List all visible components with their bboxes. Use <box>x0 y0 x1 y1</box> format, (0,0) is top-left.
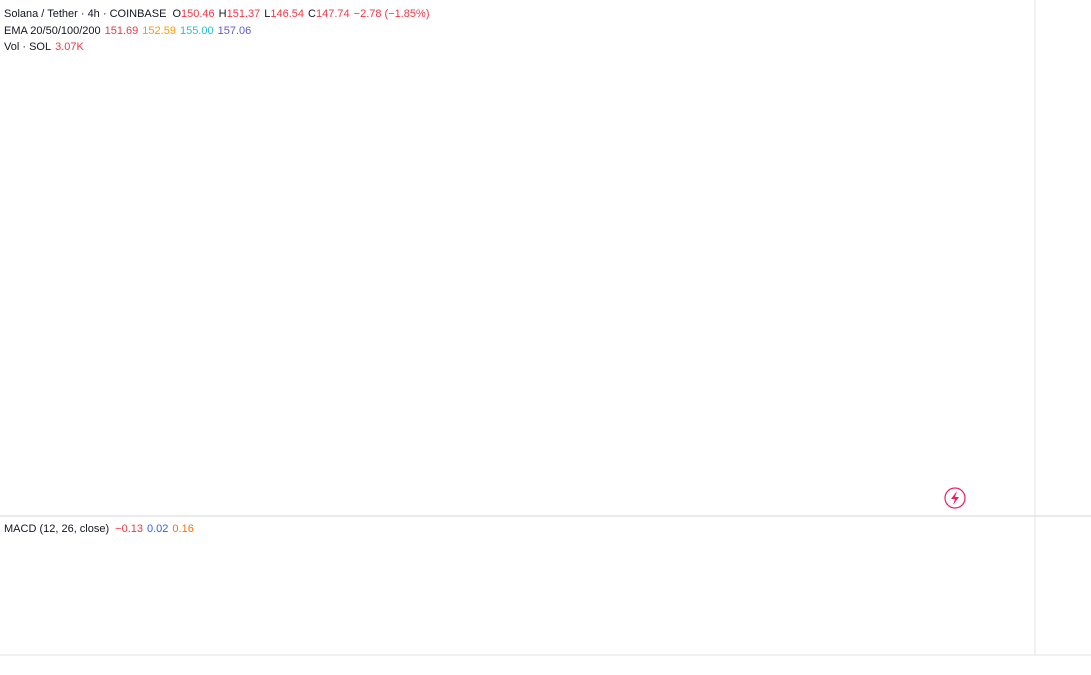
ohlc-key: O <box>172 8 181 20</box>
ema-value: 151.69 <box>105 25 139 37</box>
macd-value: 0.16 <box>172 523 193 535</box>
legend-volume: Vol · SOL 3.07K <box>4 41 84 53</box>
ema-title: EMA 20/50/100/200 <box>4 25 101 37</box>
replay-button[interactable] <box>944 487 966 509</box>
macd-title: MACD (12, 26, close) <box>4 523 109 535</box>
change: −2.78 (−1.85%) <box>354 8 430 20</box>
icon-bolt[interactable] <box>951 491 959 505</box>
ohlc-value: 147.74 <box>316 8 350 20</box>
legend-macd: MACD (12, 26, close) −0.13 0.02 0.16 <box>4 523 194 535</box>
ohlc-value: 150.46 <box>181 8 215 20</box>
macd-value: 0.02 <box>147 523 168 535</box>
vol-value: 3.07K <box>55 41 84 53</box>
ohlc-value: 151.37 <box>227 8 261 20</box>
ohlc-key: L <box>264 8 270 20</box>
ema-value: 157.06 <box>218 25 252 37</box>
ema-value: 152.59 <box>142 25 176 37</box>
ohlc-key: H <box>219 8 227 20</box>
ohlc-value: 146.54 <box>270 8 304 20</box>
legend-main: Solana / Tether · 4h · COINBASE O150.46 H1… <box>4 8 430 20</box>
ema-value: 155.00 <box>180 25 214 37</box>
symbol: Solana / Tether · 4h · COINBASE <box>4 8 166 20</box>
legend-ema: EMA 20/50/100/200 151.69 152.59 155.00 157.0… <box>4 25 251 37</box>
macd-value: −0.13 <box>115 523 143 535</box>
ohlc-key: C <box>308 8 316 20</box>
vol-title: Vol · SOL <box>4 41 51 53</box>
